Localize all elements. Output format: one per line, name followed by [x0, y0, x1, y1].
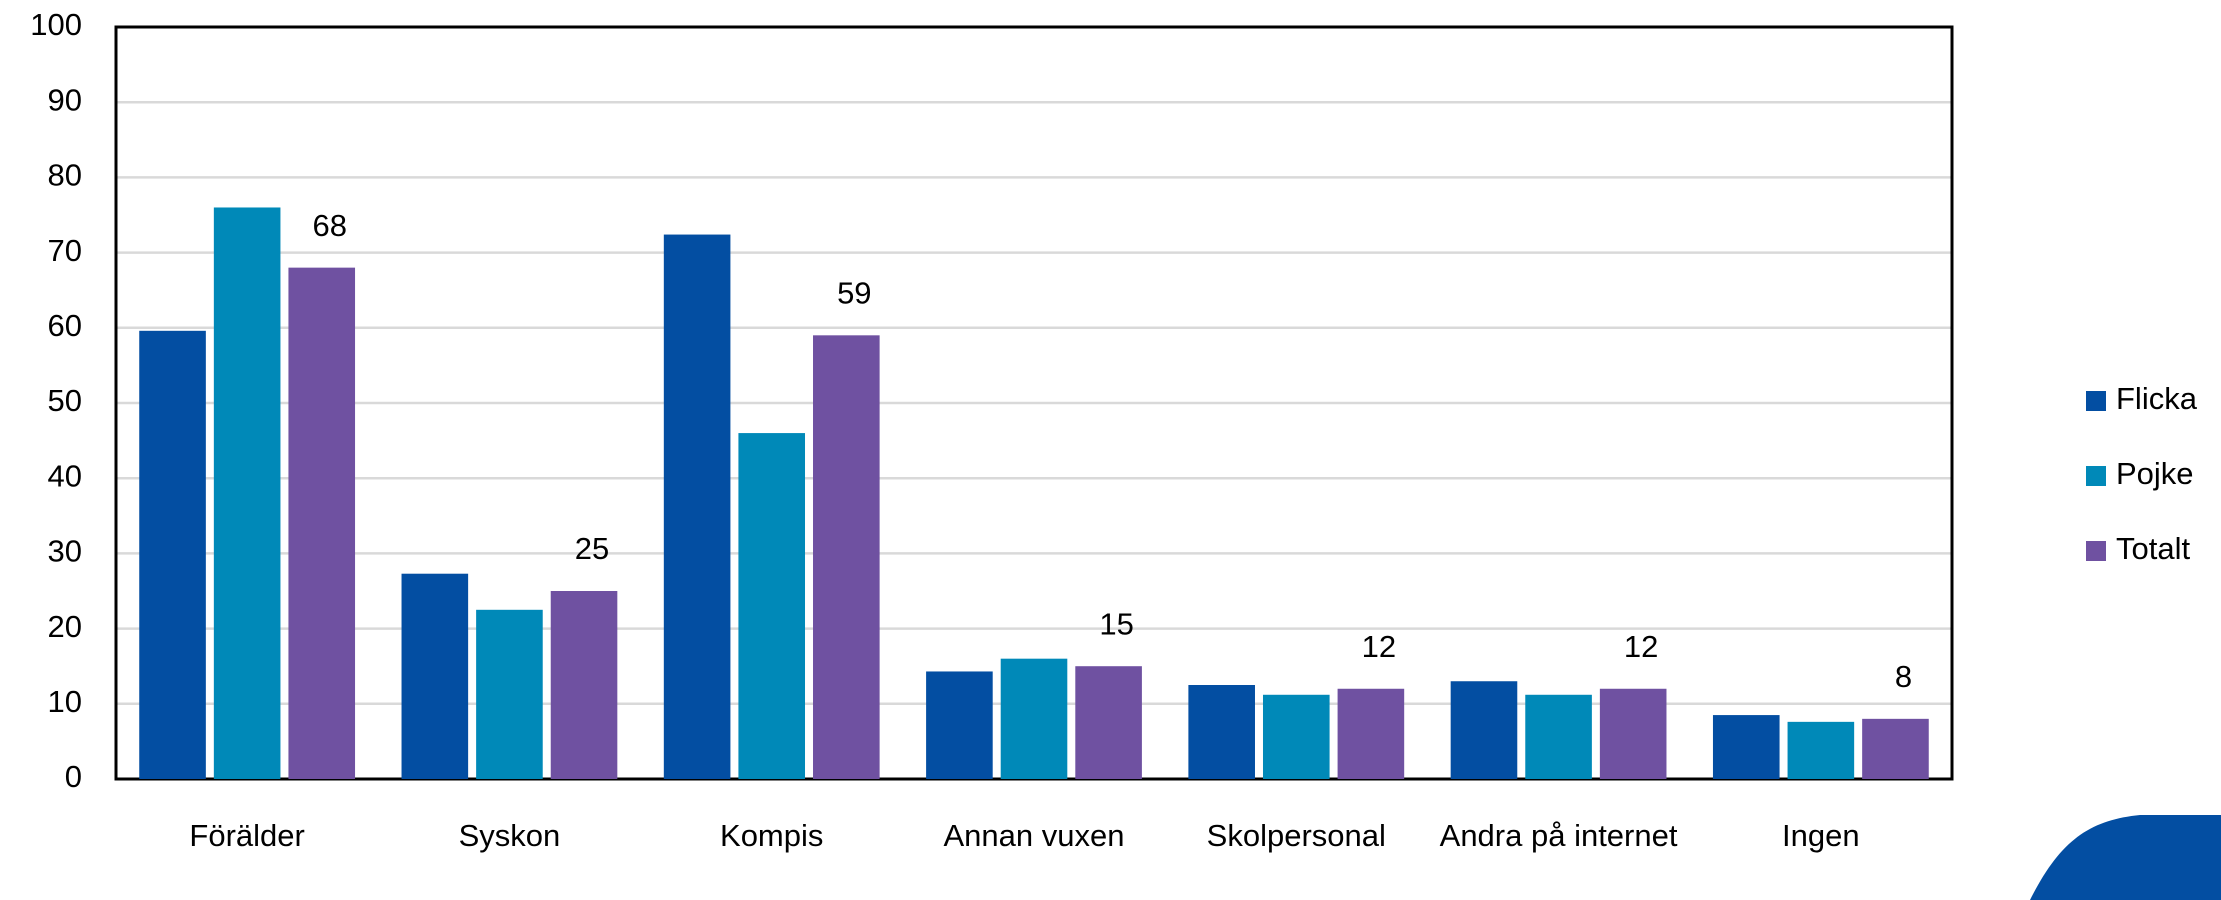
- x-tick-label: Ingen: [1696, 812, 1946, 860]
- legend-swatch: [2086, 541, 2106, 561]
- y-tick-label: 0: [65, 759, 82, 794]
- bar: [1600, 689, 1667, 779]
- bar: [1713, 715, 1780, 779]
- x-tick-label: Annan vuxen: [909, 812, 1159, 860]
- bar: [288, 268, 355, 779]
- data-label: 8: [1895, 659, 1912, 694]
- x-tick-label: Andra på internet: [1434, 812, 1684, 860]
- legend-swatch: [2086, 391, 2106, 411]
- bar: [1788, 722, 1855, 779]
- legend-swatch: [2086, 466, 2106, 486]
- data-label: 12: [1362, 629, 1396, 664]
- data-label: 25: [575, 531, 609, 566]
- y-tick-label: 50: [48, 383, 82, 418]
- legend-label: Pojke: [2116, 456, 2194, 491]
- y-tick-label: 10: [48, 684, 82, 719]
- x-tick-label: Kompis: [647, 812, 897, 860]
- bar: [402, 574, 469, 779]
- bar: [1001, 659, 1068, 779]
- page: {"chart_data": {"type": "bar", "categori…: [0, 0, 2221, 900]
- bar: [139, 331, 206, 779]
- y-tick-label: 80: [48, 158, 82, 193]
- legend-label: Flicka: [2116, 381, 2198, 416]
- bar: [1338, 689, 1405, 779]
- bar: [1862, 719, 1929, 779]
- bar: [813, 335, 880, 779]
- legend-label: Totalt: [2116, 531, 2190, 566]
- y-tick-label: 60: [48, 308, 82, 343]
- data-label: 59: [837, 276, 871, 311]
- x-tick-label: Förälder: [122, 812, 372, 860]
- bar: [664, 235, 731, 779]
- bar: [738, 433, 805, 779]
- bar: [476, 610, 543, 779]
- bar: [1263, 695, 1330, 779]
- bar: [1188, 685, 1255, 779]
- bar: [214, 207, 281, 779]
- chart: 0 10 20 30 40 50 60 70 80 90 100 68 25 59 15 12 12 8 Flick…: [0, 0, 2221, 900]
- y-tick-label: 100: [30, 7, 82, 42]
- bar: [1075, 666, 1142, 779]
- data-label: 15: [1099, 606, 1133, 641]
- bar: [1525, 695, 1592, 779]
- y-tick-label: 20: [48, 609, 82, 644]
- data-label: 68: [313, 208, 347, 243]
- bar: [926, 671, 993, 779]
- y-tick-label: 70: [48, 233, 82, 268]
- data-label: 12: [1624, 629, 1658, 664]
- x-tick-label: Skolpersonal: [1171, 812, 1421, 860]
- y-tick-label: 40: [48, 458, 82, 493]
- x-tick-label: Syskon: [384, 812, 634, 860]
- y-tick-label: 90: [48, 82, 82, 117]
- y-tick-label: 30: [48, 534, 82, 569]
- bar: [1451, 681, 1518, 779]
- bar: [551, 591, 618, 779]
- decor-shape: [2030, 815, 2221, 900]
